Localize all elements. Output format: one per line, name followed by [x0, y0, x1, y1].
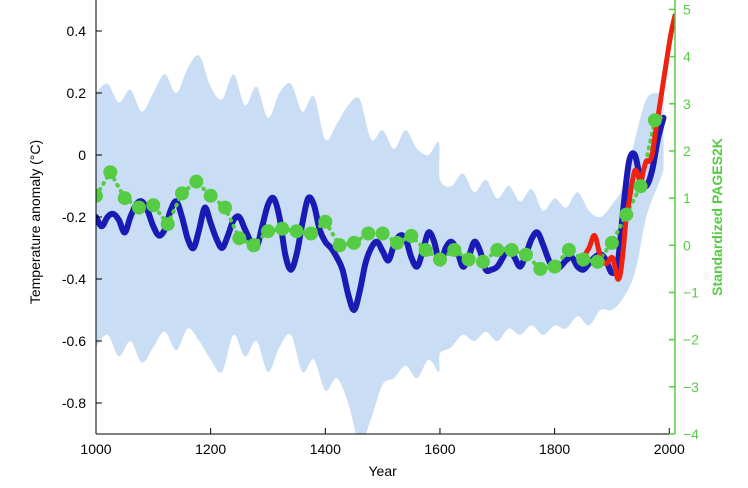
pages2k-point	[146, 198, 161, 213]
pages2k-point	[447, 243, 462, 257]
pages2k-point	[647, 113, 662, 128]
pages2k-point	[103, 165, 118, 180]
pages2k-point	[519, 247, 533, 262]
pages2k-point	[547, 259, 562, 274]
x-axis-title: Year	[368, 463, 397, 479]
x-tick-label: 2000	[654, 441, 685, 457]
pages2k-point	[189, 174, 204, 189]
pages2k-point	[404, 228, 419, 243]
pages2k-point	[490, 243, 505, 257]
pages2k-point	[590, 254, 605, 269]
pages2k-point	[604, 235, 619, 250]
pages2k-point	[261, 224, 275, 239]
x-tick-label: 1200	[195, 441, 226, 457]
pages2k-point	[633, 179, 648, 194]
pages2k-point	[175, 186, 189, 201]
pages2k-point	[332, 238, 347, 253]
pages2k-point	[561, 243, 576, 257]
pages2k-point	[289, 224, 304, 239]
pages2k-point	[619, 207, 634, 222]
pages2k-point	[318, 214, 333, 229]
y-axis-title: Temperature anomaly (°C)	[27, 140, 43, 304]
pages2k-point	[218, 200, 232, 215]
y2-tick-label: 5	[683, 1, 691, 17]
y-tick-label: -0.8	[62, 395, 86, 411]
y2-tick-label: −3	[683, 379, 699, 395]
pages2k-point	[96, 188, 103, 203]
x-tick-label: 1600	[424, 441, 455, 457]
y2-tick-label: −2	[683, 332, 699, 348]
pages2k-point	[461, 252, 476, 267]
tick-labels: 0.4 0.2 0 -0.2 -0.4 -0.6 -0.8 1000 1200 1400 1600 1…	[27, 1, 725, 479]
pages2k-point	[304, 226, 318, 241]
y2-tick-label: 4	[683, 49, 691, 65]
pages2k-point	[390, 235, 404, 250]
y2-tick-label: 3	[683, 96, 691, 112]
pages2k-point	[576, 252, 591, 267]
pages2k-point	[132, 200, 146, 215]
instrumental-line	[580, 13, 675, 282]
pages2k-point	[504, 243, 519, 257]
pages2k-point	[117, 191, 132, 206]
x-tick-label: 1800	[539, 441, 570, 457]
axes	[95, 0, 676, 435]
pages2k-point	[160, 217, 175, 232]
y2-tick-label: 2	[683, 143, 691, 159]
y-tick-label: -0.2	[62, 209, 86, 225]
pages2k-point	[361, 226, 376, 241]
pages2k-point	[433, 252, 447, 267]
pages2k-point	[347, 235, 361, 250]
pages2k-marker-layer	[96, 113, 662, 276]
pages2k-point	[232, 231, 247, 246]
pages2k-point	[246, 238, 261, 253]
pages2k-point	[375, 226, 390, 241]
pages2k-point	[418, 243, 433, 257]
x-tick-label: 1400	[310, 441, 341, 457]
y-tick-label: -0.6	[62, 333, 86, 349]
y2-tick-label: 0	[683, 237, 691, 253]
pages2k-point	[533, 261, 548, 276]
reconstruction-line	[96, 114, 667, 313]
x-tick-label: 1000	[80, 441, 111, 457]
pages2k-point	[203, 188, 218, 203]
y2-tick-label: −4	[683, 426, 699, 442]
y2-tick-label: 1	[683, 190, 691, 206]
pages2k-point	[476, 254, 490, 269]
y2-tick-label: −1	[683, 284, 699, 300]
pages2k-point	[275, 221, 290, 236]
y2-axis-title: Standardized PAGES2K	[709, 138, 725, 296]
y-tick-label: -0.4	[62, 271, 86, 287]
y-tick-label: 0	[78, 147, 86, 163]
y-tick-label: 0.2	[67, 85, 87, 101]
y-tick-label: 0.4	[67, 23, 87, 39]
